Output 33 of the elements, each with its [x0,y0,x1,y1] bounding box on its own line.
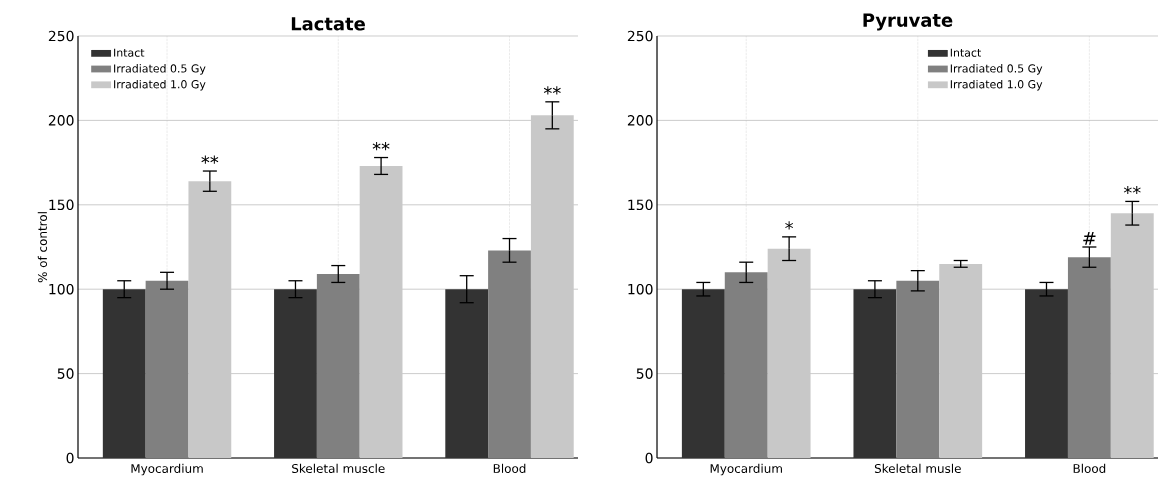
y-tick-label: 150 [628,199,653,211]
y-tick-label: 100 [49,283,74,295]
legend-label: Irradiated 0.5 Gy [114,64,206,75]
y-tick-label: 0 [66,452,74,464]
y-tick-label: 250 [48,30,74,42]
annotation: ** [372,142,390,151]
x-tick-label: Skeletal muscle [292,463,385,474]
annotation: * [785,221,794,230]
legend-label: Irradiated 0.5 Gy [950,64,1043,75]
x-tick-label: Myocardium [710,463,782,476]
annotation: # [1083,231,1096,245]
chart-title: Lactate [291,17,365,31]
x-tick-label: Skeletal musle [874,463,961,474]
y-tick-label: 50 [57,368,74,379]
chart-title: Pyruvate [863,13,953,31]
y-tick-label: 200 [48,115,74,126]
y-tick-label: 250 [627,30,653,42]
annotation: ** [1123,185,1141,195]
y-axis-title: % of control [37,212,48,283]
x-tick-label: Myocardium [131,463,203,476]
legend-label: Intact [114,48,145,57]
legend-label: Irradiated 1.0 Gy [114,79,206,91]
y-tick-label: 100 [628,283,653,295]
legend-label: Intact [950,48,982,57]
y-tick-label: 0 [645,452,653,464]
y-tick-label: 50 [636,368,653,379]
x-tick-label: Blood [493,463,526,474]
x-tick-label: Blood [1073,463,1106,474]
y-tick-label: 150 [49,199,74,211]
legend-label: Irradiated 1.0 Gy [950,79,1043,91]
annotation: ** [543,86,561,95]
annotation: ** [201,155,219,164]
y-tick-label: 200 [627,115,653,126]
